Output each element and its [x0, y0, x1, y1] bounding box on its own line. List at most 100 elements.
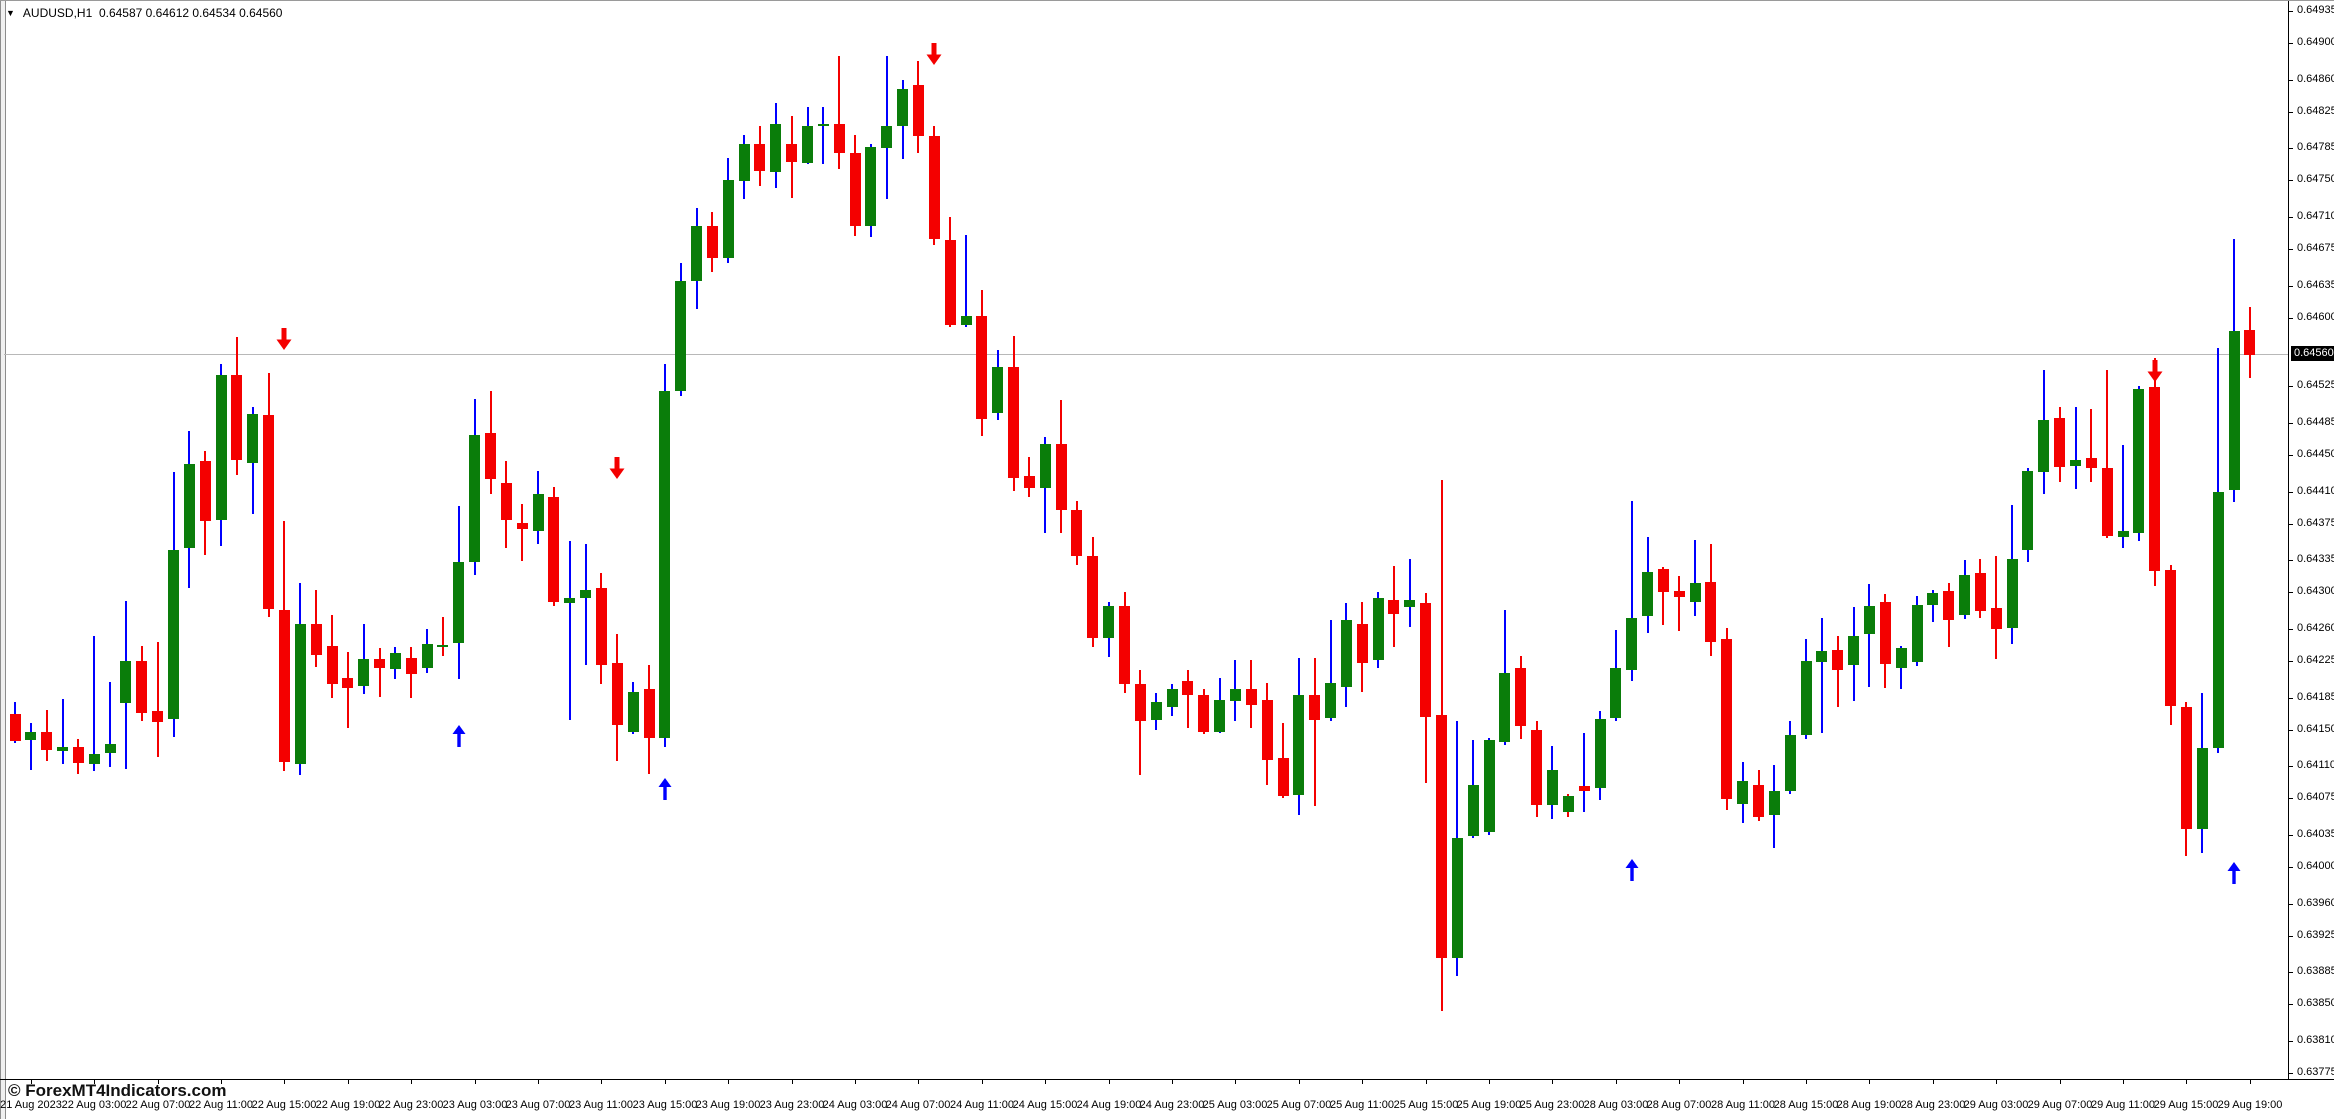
candle-body — [2102, 468, 2113, 536]
time-tick — [1996, 1080, 1997, 1084]
price-tick — [2288, 524, 2293, 525]
time-axis-label: 29 Aug 07:00 — [2027, 1099, 2093, 1111]
candle-body — [628, 692, 639, 732]
candle-body — [596, 588, 607, 665]
price-axis-label: 0.64825 — [2297, 105, 2334, 117]
price-axis-label: 0.64000 — [2297, 860, 2334, 872]
candle-body — [73, 747, 84, 763]
time-axis-label: 25 Aug 07:00 — [1266, 1099, 1332, 1111]
time-axis-label: 22 Aug 03:00 — [61, 1099, 127, 1111]
candle-body — [1658, 569, 1669, 592]
watermark: © ForexMT4Indicators.com — [8, 1081, 227, 1100]
candle-body — [136, 661, 147, 713]
candle-wick — [2122, 445, 2124, 548]
candle-body — [1246, 689, 1257, 705]
price-tick — [2288, 249, 2293, 250]
candle-body — [564, 598, 575, 603]
candle-wick — [1409, 559, 1411, 627]
candle-wick — [157, 642, 159, 757]
sell-arrow-icon — [609, 457, 626, 479]
candle-body — [2007, 559, 2018, 628]
time-tick — [728, 1080, 729, 1084]
candle-wick — [2075, 407, 2077, 489]
candle-body — [1515, 668, 1526, 726]
chart-title: ▼ AUDUSD,H1 0.64587 0.64612 0.64534 0.645… — [6, 6, 282, 20]
candle-body — [358, 659, 369, 686]
candle-body — [770, 124, 781, 172]
candle-body — [2118, 531, 2129, 537]
time-tick — [855, 1080, 856, 1084]
candle-body — [501, 483, 512, 520]
candle-wick — [1631, 501, 1633, 681]
candle-body — [1927, 593, 1938, 605]
price-tick — [2288, 1004, 2293, 1005]
candle-body — [311, 624, 322, 655]
candle-body — [1610, 668, 1621, 718]
time-axis-label: 28 Aug 11:00 — [1710, 1099, 1776, 1111]
candle-body — [279, 610, 290, 762]
time-tick — [982, 1080, 983, 1084]
candle-body — [1071, 510, 1082, 556]
candle-body — [2086, 458, 2097, 468]
candle-body — [89, 754, 100, 764]
buy-arrow-icon — [451, 725, 468, 747]
time-axis-label: 23 Aug 07:00 — [505, 1099, 571, 1111]
time-tick — [1616, 1080, 1617, 1084]
candle-body — [2197, 748, 2208, 829]
candle-body — [1357, 624, 1368, 663]
price-tick — [2288, 904, 2293, 905]
time-axis-label: 25 Aug 15:00 — [1393, 1099, 1459, 1111]
candle-body — [881, 126, 892, 148]
candle-body — [1278, 758, 1289, 796]
chevron-down-icon[interactable]: ▼ — [6, 8, 15, 18]
candle-body — [1785, 735, 1796, 791]
candle-body — [2181, 707, 2192, 829]
price-tick — [2288, 835, 2293, 836]
time-tick — [411, 1080, 412, 1084]
time-tick — [1172, 1080, 1173, 1084]
candle-body — [25, 732, 36, 740]
candle-body — [1468, 785, 1479, 836]
candle-body — [374, 659, 385, 668]
candle-body — [168, 550, 179, 719]
candle-body — [105, 744, 116, 753]
price-tick — [2288, 1073, 2293, 1074]
time-tick — [158, 1080, 159, 1084]
price-axis-label: 0.64225 — [2297, 654, 2334, 666]
candle-body — [1103, 606, 1114, 638]
price-tick — [2288, 423, 2293, 424]
candle-wick — [1821, 618, 1823, 733]
time-tick — [284, 1080, 285, 1084]
price-axis-label: 0.64900 — [2297, 36, 2334, 48]
candle-body — [422, 644, 433, 668]
candle-body — [2133, 389, 2144, 533]
candle-body — [754, 144, 765, 171]
sell-arrow-icon — [926, 43, 943, 65]
candle-body — [41, 732, 52, 750]
candle-body — [1024, 476, 1035, 488]
candle-body — [1214, 700, 1225, 732]
candle-body — [2149, 387, 2160, 571]
buy-arrow-icon — [1624, 859, 1641, 881]
time-axis-label: 28 Aug 15:00 — [1773, 1099, 1839, 1111]
time-tick — [1045, 1080, 1046, 1084]
candle-body — [1943, 591, 1954, 620]
candle-body — [1674, 591, 1685, 597]
time-axis-label: 25 Aug 19:00 — [1456, 1099, 1522, 1111]
time-tick — [2123, 1080, 2124, 1084]
price-axis-label: 0.64150 — [2297, 723, 2334, 735]
time-axis-label: 29 Aug 19:00 — [2217, 1099, 2283, 1111]
candle-body — [1737, 781, 1748, 804]
candle-body — [2070, 460, 2081, 466]
candle-body — [1705, 582, 1716, 642]
candle-body — [723, 180, 734, 258]
chart-plot-area[interactable] — [4, 1, 2288, 1079]
time-axis-label: 24 Aug 19:00 — [1076, 1099, 1142, 1111]
candle-body — [961, 316, 972, 325]
time-tick — [1426, 1080, 1427, 1084]
candle-wick — [1583, 733, 1585, 812]
candle-body — [2054, 418, 2065, 467]
bid-price-box: 0.64560 — [2291, 346, 2334, 361]
candle-body — [802, 126, 813, 163]
time-axis-label: 25 Aug 11:00 — [1329, 1099, 1395, 1111]
